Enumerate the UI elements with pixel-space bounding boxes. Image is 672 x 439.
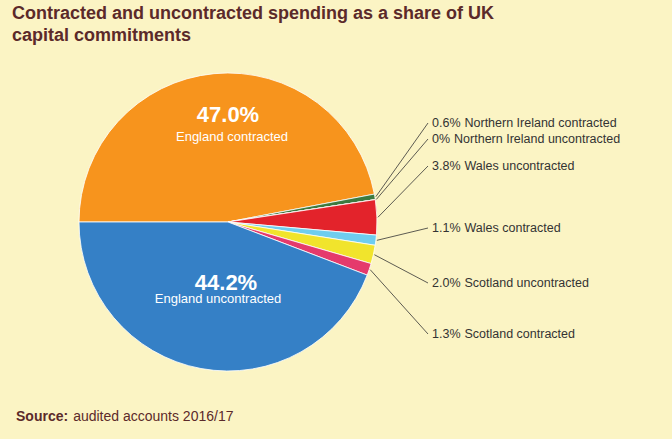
data-label: 47.0% [197,102,259,127]
leader-line [376,139,428,199]
slice-label: Wales uncontracted [465,159,575,173]
data-label: 2.0% [432,276,461,290]
outer-label: 0% Northern Ireland uncontracted [432,132,620,146]
source: Source: audited accounts 2016/17 [16,408,234,424]
source-label: Source: [16,408,68,424]
title: capital commitments [12,25,191,45]
leader-line [374,255,428,283]
data-label: 3.8% [432,159,461,173]
leader-line [376,123,428,197]
background [0,0,672,439]
data-label: 0.6% [432,116,461,130]
slice-label: England contracted [176,129,288,144]
slice-label: Northern Ireland contracted [465,116,617,130]
slice-label: England uncontracted [155,291,281,306]
leader-line [370,270,428,334]
slice [79,73,374,222]
leader-line [377,228,428,240]
slice-label: Wales contracted [465,221,561,235]
outer-label: 0.6% Northern Ireland contracted [432,116,617,130]
data-label: 0% [432,132,450,146]
slices [79,73,377,371]
title: Contracted and uncontracted spending as … [12,3,494,23]
outer-label: 1.3% Scotland contracted [432,327,575,341]
slice-label: Scotland contracted [465,327,576,341]
slice-label: Scotland uncontracted [465,276,589,290]
slice-label: Northern Ireland uncontracted [454,132,620,146]
outer-label: 3.8% Wales uncontracted [432,159,575,173]
data-label: 1.3% [432,327,461,341]
chart: Contracted and uncontracted spending as … [0,0,672,439]
leader-line [378,166,428,217]
source-text: audited accounts 2016/17 [73,408,234,424]
data-label: 1.1% [432,221,461,235]
outer-label: 2.0% Scotland uncontracted [432,276,589,290]
slice [79,222,367,371]
outer-label: 1.1% Wales contracted [432,221,561,235]
